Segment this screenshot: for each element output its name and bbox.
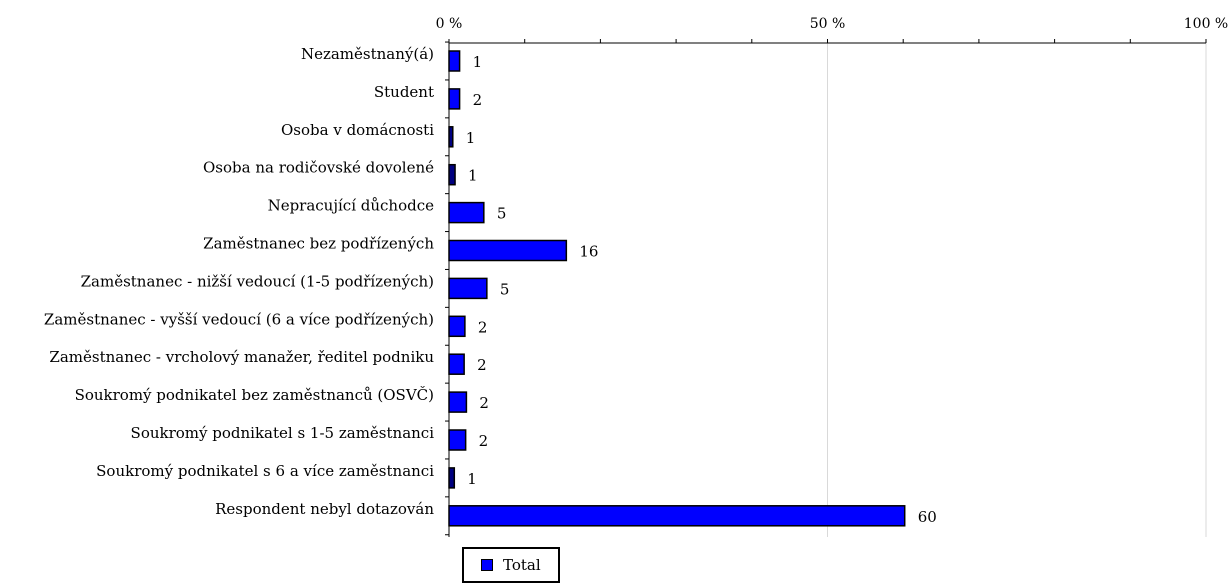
category-label: Soukromý podnikatel bez zaměstnanců (OSV…: [75, 386, 434, 404]
bar: [448, 277, 488, 300]
x-axis-tick-labels: 0 % 50 % 100 %: [436, 16, 1228, 32]
legend: Total: [462, 547, 560, 583]
x-tick-label: 0 %: [436, 16, 463, 32]
category-label: Soukromý podnikatel s 1-5 zaměstnanci: [131, 424, 435, 442]
value-label: 1: [473, 53, 483, 71]
value-label: 2: [477, 356, 487, 374]
x-tick-label: 50 %: [810, 16, 846, 32]
category-labels: Nezaměstnaný(á) Student Osoba v domácnosti…: [44, 45, 434, 518]
value-labels: 1 2 1 1 5 16 5 2 2 2 2 1 60: [466, 53, 937, 526]
value-label: 5: [500, 280, 510, 298]
value-label: 1: [466, 129, 476, 147]
category-label: Osoba na rodičovské dovolené: [203, 159, 434, 177]
bar: [448, 505, 906, 527]
category-label: Soukromý podnikatel s 6 a více zaměstnan…: [96, 462, 434, 480]
bar: [448, 467, 456, 489]
bar: [448, 88, 461, 110]
value-label: 2: [479, 394, 489, 412]
bar: [448, 163, 456, 186]
legend-label: Total: [503, 556, 541, 574]
category-label: Zaměstnanec bez podřízených: [203, 235, 434, 253]
value-label: 2: [473, 91, 483, 109]
legend-swatch: [481, 559, 493, 571]
bar: [448, 239, 568, 262]
bar: [448, 201, 485, 224]
value-label: 16: [579, 243, 598, 261]
category-label: Zaměstnanec - nižší vedoucí (1-5 podříze…: [81, 272, 434, 290]
bar: [448, 315, 466, 338]
category-label: Respondent nebyl dotazován: [215, 500, 434, 518]
x-tick-label: 100 %: [1184, 16, 1228, 32]
category-label: Zaměstnanec - vrcholový manažer, ředitel…: [49, 348, 434, 366]
value-label: 2: [478, 318, 488, 336]
value-label: 5: [497, 205, 507, 223]
bar: [448, 429, 467, 451]
bars: [448, 50, 906, 527]
category-label: Nezaměstnaný(á): [301, 45, 434, 63]
category-label: Student: [374, 83, 434, 101]
bar: [448, 391, 468, 413]
bar: [448, 126, 454, 148]
bar: [448, 353, 465, 375]
bar: [448, 50, 461, 72]
axes: [445, 39, 1207, 537]
value-label: 1: [468, 167, 478, 185]
value-label: 2: [479, 432, 489, 450]
category-label: Nepracující důchodce: [268, 197, 435, 215]
value-label: 1: [467, 470, 477, 488]
category-label: Osoba v domácnosti: [281, 121, 434, 139]
grid-lines: [827, 43, 1207, 537]
category-label: Zaměstnanec - vyšší vedoucí (6 a více po…: [44, 310, 434, 328]
value-label: 60: [918, 508, 937, 526]
